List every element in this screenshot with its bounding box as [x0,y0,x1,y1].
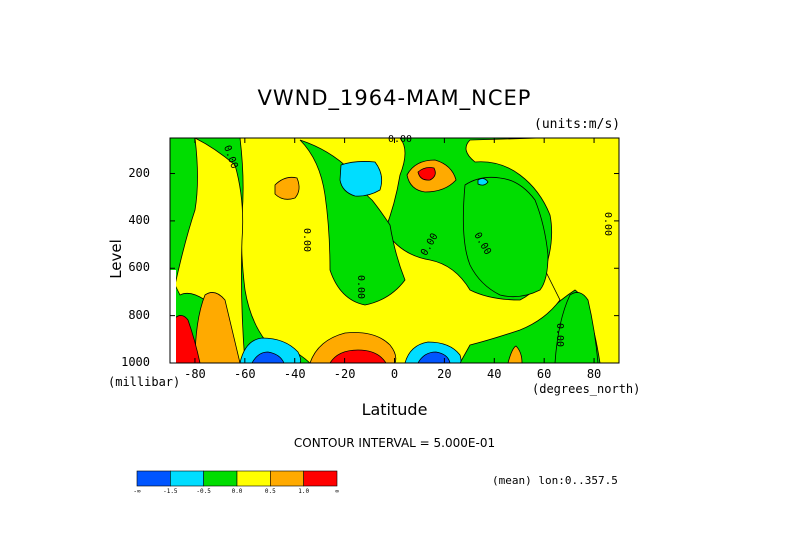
contour-label: 0.00 [602,212,613,236]
colorbar-swatch [236,470,271,487]
contour-label: 0.00 [301,228,312,252]
contour-label: 0.00 [355,275,366,299]
field-red-lower-center [329,349,387,363]
x-tick-label: -20 [333,367,356,381]
y-tick-label: 600 [128,260,150,275]
x-tick-label: 0 [390,367,399,381]
x-tick-label: 60 [536,367,552,381]
chart-title: VWND_1964-MAM_NCEP [257,86,532,110]
field-red-lower-left [174,315,201,363]
field-cyan-lower-left [239,337,302,363]
field-orange-lower-right [507,345,523,363]
colorbar-label: -1.5 [163,488,178,495]
colorbar-label: -0.5 [196,488,211,495]
x-tick-label: 80 [586,367,602,381]
colorbar-label: 0.0 [231,488,243,495]
x-tick-label: -80 [184,367,206,381]
field-negative-right [462,176,549,298]
x-axis-label: Latitude [361,400,428,419]
field-orange-lower-left [194,292,241,363]
field-red-upper-center [417,167,436,181]
y-axis-units: (millibar) [108,375,181,389]
field-cyan-upper [339,161,383,197]
units-label: (units:m/s) [534,117,621,132]
colorbar-swatch [303,470,338,487]
y-tick-label: 400 [128,212,150,227]
contour-label: 0.00 [554,323,565,347]
colorbar-label: 0.5 [264,488,276,495]
field-missing-data [170,270,176,363]
x-tick-label: 20 [437,367,452,381]
colorbar-label: -∞ [133,488,141,495]
field-negative-lower-right [554,292,599,363]
field-positive-north [465,138,619,363]
x-axis-units: (degrees_north) [532,382,641,396]
field-orange-upper-left [274,176,300,200]
field-cyan-small [477,178,489,186]
y-tick-label: 200 [128,165,150,180]
field-blue-lower-left [251,351,285,363]
contour-label: 0.00 [388,134,412,145]
field-blue-lower-center [417,351,451,363]
y-tick-label: 1000 [121,355,150,369]
x-tick-label: -40 [283,367,306,381]
x-tick-label: 40 [487,367,502,381]
contour-interval-label: CONTOUR INTERVAL = 5.000E-01 [293,436,496,450]
colorbar-swatch [136,470,171,487]
mean-longitude-label: (mean) lon:0..357.5 [492,474,618,487]
colorbar-label: ∞ [335,488,339,495]
x-tick-label: -60 [233,367,256,381]
y-tick-label: 800 [128,307,150,322]
colorbar-swatch [203,470,238,487]
colorbar-swatch [170,470,204,487]
colorbar-label: 1.0 [298,488,310,495]
colorbar-swatch [270,470,304,487]
